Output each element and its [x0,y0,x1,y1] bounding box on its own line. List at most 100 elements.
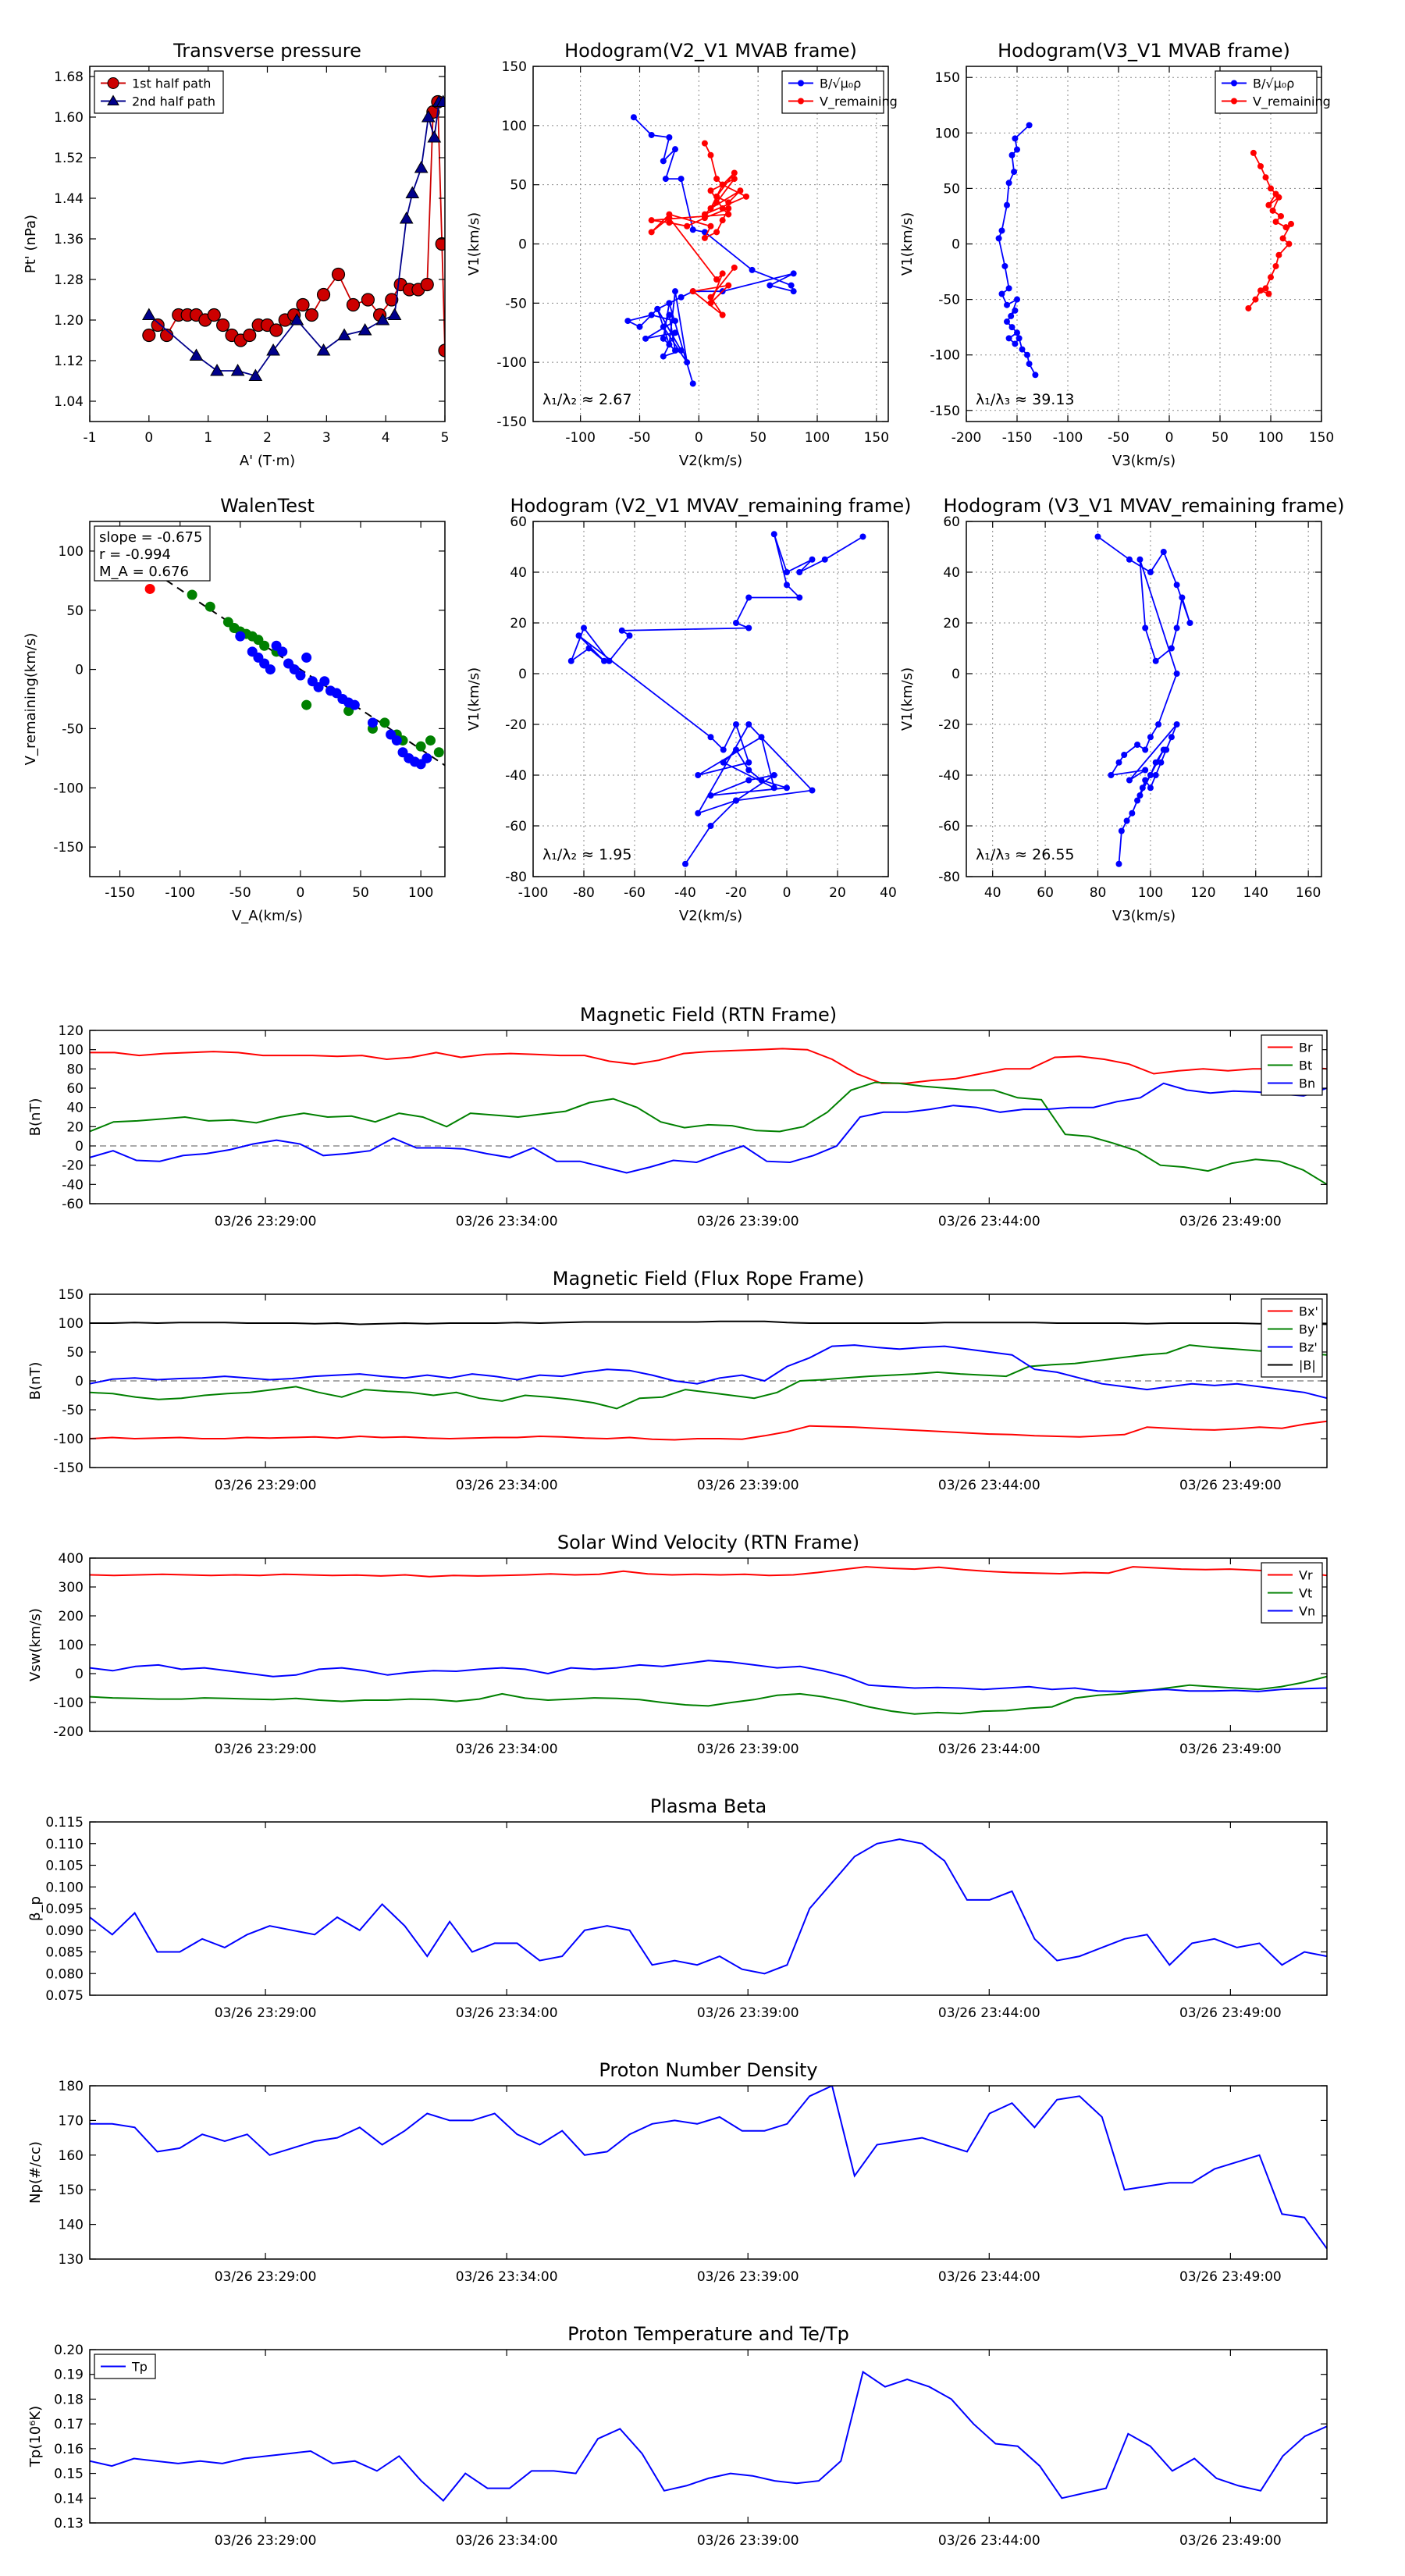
series-line-Vr [90,1566,1327,1578]
data-point [1288,220,1294,227]
data-point [725,211,732,218]
data-point [1011,169,1018,176]
panel-ts3: Solar Wind Velocity (RTN Frame) -200 -100 0… [27,1532,1328,1757]
x-tick-label: 0 [695,430,703,446]
data-point [733,746,739,753]
data-point [1108,772,1115,778]
legend-label: Bx' [1299,1304,1318,1319]
x-tick-label: 100 [1258,430,1283,446]
x-tick-label: 0 [297,885,305,901]
x-tick-label: -50 [229,885,251,901]
legend-label: Tp [131,2360,148,2375]
y-tick-label: 300 [59,1580,84,1596]
data-point [745,759,752,766]
legend-label: Bz' [1299,1340,1318,1355]
data-point [290,312,304,326]
x-tick-label: -150 [105,885,135,901]
y-tick-label: -40 [505,768,527,784]
legend-label: Vn [1299,1604,1315,1619]
x-tick-label: 4 [382,430,390,446]
series-group [144,583,444,770]
x-tick-label: 100 [408,885,433,901]
y-axis-label: Tp(10⁶K) [27,2406,44,2467]
data-point [1126,556,1133,563]
data-point [707,187,714,194]
series-group [1094,533,1193,867]
x-tick-label: 140 [1243,885,1268,901]
x-tick-label: 03/26 23:29:00 [215,2005,317,2021]
y-tick-label: 100 [59,544,84,560]
data-point [719,270,726,277]
y-tick-label: 400 [59,1551,84,1567]
y-tick-label: 50 [66,1345,84,1361]
y-tick-label: 0 [518,237,527,253]
y-tick-label: 1.28 [54,272,84,288]
data-point [725,199,732,206]
data-point [1012,307,1019,314]
data-point [660,353,667,360]
data-point [438,343,445,358]
legend-label: B/√μ₀ρ [1253,76,1294,91]
data-point [1278,212,1284,219]
legend-label: Bn [1299,1076,1315,1091]
data-point [1173,624,1180,632]
legend-label: By' [1299,1322,1318,1337]
x-tick-label: 03/26 23:34:00 [456,1214,558,1229]
y-axis-label: Vsw(km/s) [27,1608,44,1681]
y-tick-label: 200 [59,1609,84,1624]
y-tick-label: 0.085 [45,1945,84,1961]
legend-label: Bt [1299,1059,1312,1073]
series-line-Vn [90,1660,1327,1692]
data-point [749,266,756,273]
data-point [662,176,669,183]
data-point [296,297,310,312]
data-point [243,328,257,343]
data-point [809,787,816,794]
y-tick-label: 1.36 [54,232,84,247]
x-tick-label: 2 [263,430,272,446]
x-tick-label: 160 [1296,885,1321,901]
y-tick-label: 0.095 [45,1902,84,1917]
x-tick-label: 03/26 23:44:00 [938,1214,1040,1229]
data-point [654,305,661,312]
data-point [1265,201,1272,208]
data-point [1245,304,1252,311]
data-point [142,328,156,343]
data-point [1272,262,1279,269]
data-point [1026,361,1033,368]
data-point [682,860,688,867]
data-point [737,187,744,194]
data-point [1014,329,1020,336]
data-point [435,237,445,251]
ratio-annotation: λ₁/λ₃ ≈ 26.55 [976,846,1075,863]
data-point [141,308,156,320]
data-point [316,287,331,302]
data-point [151,318,165,333]
plot-frame [966,521,1322,877]
chart-title: Transverse pressure [173,40,361,62]
y-tick-label: -80 [938,870,960,885]
chart-title: WalenTest [220,495,315,517]
y-tick-label: 150 [59,1287,84,1303]
y-tick-label: 150 [935,70,960,86]
series-line-beta [90,1838,1327,1975]
panel-ts5: Proton Number Density 130 140 150 160 170 180 0… [27,2059,1328,2285]
data-point [379,717,390,728]
x-tick-label: 100 [805,430,830,446]
y-tick-label: 0.16 [54,2442,84,2457]
data-point [745,777,752,784]
data-point [666,219,673,226]
data-point [1286,240,1293,247]
data-point [1004,318,1010,326]
y-tick-label: 0.13 [54,2516,84,2532]
x-tick-label: 0 [1165,430,1174,446]
y-tick-label: 50 [510,178,527,194]
data-point [277,646,288,657]
x-tick-label: -20 [725,885,747,901]
legend-label: V_remaining [820,94,898,110]
x-tick-label: 50 [1211,430,1229,446]
data-point [1032,372,1039,379]
y-tick-label: -150 [53,1461,84,1476]
x-axis-label: V2(km/s) [679,908,742,924]
